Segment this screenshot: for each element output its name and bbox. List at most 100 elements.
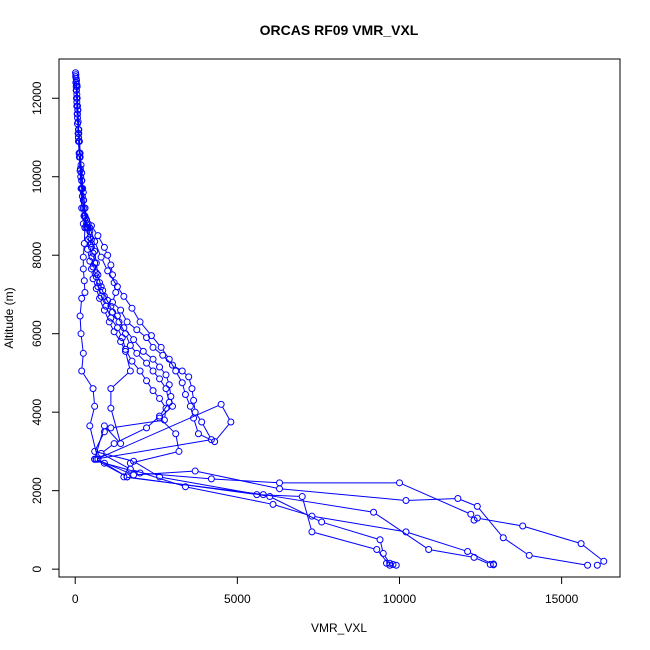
series-6-segment (125, 354, 131, 369)
data-point (276, 485, 284, 493)
data-point (92, 285, 100, 293)
data-point (91, 455, 99, 463)
series-1-segment (480, 518, 520, 526)
series-3-segment (154, 361, 159, 366)
data-point (156, 375, 164, 383)
data-point (80, 277, 88, 285)
data-point (136, 318, 144, 326)
data-point (96, 294, 104, 302)
series-1-segment (97, 439, 209, 460)
data-point (78, 367, 86, 375)
series-4-segment (103, 454, 128, 469)
series-6-segment (95, 428, 105, 457)
series-1-segment (214, 478, 277, 484)
data-point (376, 536, 384, 544)
data-point (165, 355, 173, 363)
series-4-segment (91, 246, 94, 251)
x-axis: 0 5000 10000 15000 (72, 577, 579, 606)
data-point (79, 349, 87, 357)
series-5-segment (324, 522, 378, 540)
data-point (143, 377, 151, 385)
y-tick-label: 2000 (30, 477, 44, 504)
series-6-segment (111, 411, 121, 441)
series-4-segment (126, 336, 130, 343)
series-4-segment (154, 372, 159, 377)
series-5-segment (147, 383, 152, 389)
series-5-segment (84, 218, 87, 225)
data-point (79, 253, 87, 261)
data-point (190, 414, 198, 422)
data-point (149, 355, 157, 363)
series-7 (73, 86, 131, 481)
series-7-segment (83, 246, 85, 255)
series-5-segment (164, 411, 167, 418)
series-7-segment (80, 179, 83, 194)
data-point (120, 292, 128, 300)
series-6-segment (302, 499, 312, 530)
data-point (156, 363, 164, 371)
series-4-segment (160, 404, 168, 414)
data-point (73, 110, 81, 118)
series-4-segment (113, 314, 118, 320)
y-tick-label: 10000 (30, 160, 44, 194)
data-point (123, 473, 131, 481)
series-3-segment (161, 419, 174, 433)
data-point (77, 330, 85, 338)
data-point (75, 153, 83, 161)
data-point (395, 479, 403, 487)
plot-frame (58, 58, 621, 578)
data-point (207, 475, 215, 483)
data-point (269, 500, 277, 508)
series-6-segment (87, 252, 90, 259)
series-4-segment (138, 355, 145, 362)
series-1-segment (525, 526, 579, 544)
series-4-segment (160, 381, 165, 387)
data-point (73, 86, 81, 94)
series-6-segment (105, 312, 109, 320)
series-2-segment (200, 434, 213, 441)
data-point (253, 491, 261, 499)
series-1-segment (121, 312, 127, 320)
data-point (107, 404, 115, 412)
series-1-segment (189, 379, 192, 386)
data-point (172, 430, 180, 438)
data-point (100, 422, 108, 430)
data-point (77, 173, 85, 181)
series-2-segment (505, 539, 528, 555)
series-6-segment (314, 532, 375, 550)
x-tick-label: 10000 (383, 592, 417, 606)
data-point (181, 483, 189, 491)
series-2-segment (176, 373, 182, 381)
series-1-segment (583, 545, 602, 560)
data-point (149, 367, 157, 375)
series-7-segment (76, 93, 78, 111)
data-point (94, 283, 102, 291)
data-point (79, 265, 87, 273)
series-5-segment (102, 298, 106, 304)
data-point (91, 447, 99, 455)
series-3-segment (431, 549, 472, 558)
data-point (156, 412, 164, 420)
data-point (121, 345, 129, 353)
series-5-segment (96, 279, 98, 284)
series-3-segment (266, 494, 371, 513)
data-point (128, 357, 136, 365)
series-1-segment (193, 403, 196, 410)
data-point (121, 347, 129, 355)
series-5-segment (133, 363, 139, 369)
data-point (162, 371, 170, 379)
series-2-segment (222, 406, 230, 420)
data-point (87, 236, 95, 244)
series-4-segment (408, 532, 465, 552)
series-7-segment (79, 301, 82, 314)
data-point (86, 234, 94, 242)
data-point (94, 232, 102, 240)
series-7-segment (81, 356, 84, 369)
data-point (117, 440, 125, 448)
data-point (107, 385, 115, 393)
series-2-segment (198, 471, 277, 489)
data-point (370, 508, 378, 516)
data-point (81, 224, 89, 232)
series-1-segment (191, 391, 194, 398)
series-6 (73, 82, 397, 569)
